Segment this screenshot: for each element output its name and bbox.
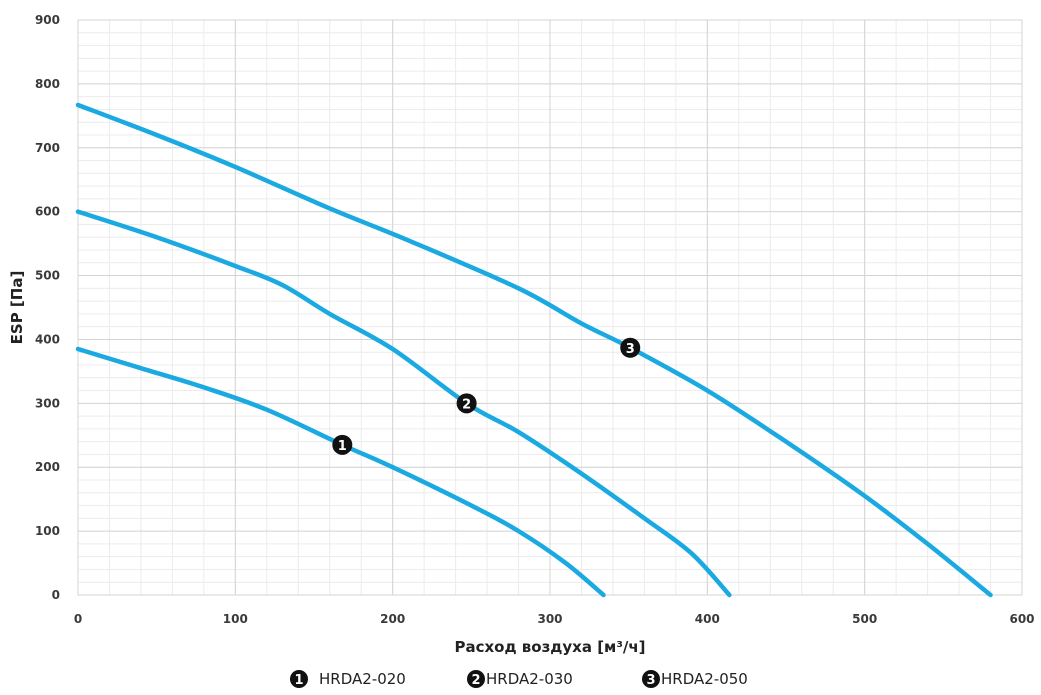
x-tick-label: 100 [223, 612, 248, 626]
y-tick-label: 800 [35, 77, 60, 91]
y-axis-title: ESP [Па] [8, 271, 26, 345]
plot-area-border [77, 19, 1023, 596]
marker-circle-2 [456, 393, 477, 414]
legend-label-2: HRDA2-030 [486, 670, 573, 688]
x-tick-label: 400 [695, 612, 720, 626]
series-line-HRDA2-020 [75, 346, 606, 598]
x-tick-label: 200 [380, 612, 405, 626]
y-tick-label: 400 [35, 332, 60, 346]
grid-major [77, 19, 1023, 596]
legend-marker-number-1: 1 [294, 673, 303, 688]
y-tick-label: 900 [35, 13, 60, 27]
y-tick-label: 300 [35, 396, 60, 410]
marker-number-2: 2 [462, 397, 471, 412]
legend-marker-2 [467, 670, 485, 688]
legend: 1 HRDA2-020 2 HRDA2-030 3 HRDA2-050 [290, 670, 748, 688]
y-tick-label: 200 [35, 460, 60, 474]
series-line-HRDA2-050 [75, 102, 993, 598]
y-tick-label: 600 [35, 205, 60, 219]
legend-marker-1 [290, 670, 308, 688]
y-tick-label: 700 [35, 141, 60, 155]
marker-number-1: 1 [338, 439, 347, 454]
x-tick-label: 300 [537, 612, 562, 626]
y-tick-labels: 0 100 200 300 400 500 600 700 800 900 [35, 13, 60, 602]
legend-marker-3 [642, 670, 660, 688]
series-lines [75, 102, 993, 598]
marker-circle-1 [332, 434, 353, 455]
marker-number-3: 3 [626, 342, 635, 357]
x-tick-label: 500 [852, 612, 877, 626]
legend-marker-number-2: 2 [471, 673, 480, 688]
legend-marker-number-3: 3 [646, 673, 655, 688]
x-axis-title: Расход воздуха [м³/ч] [454, 638, 645, 656]
y-tick-label: 100 [35, 524, 60, 538]
series-line-HRDA2-030 [75, 209, 732, 598]
marker-circle-3 [620, 337, 641, 358]
legend-label-1: HRDA2-020 [319, 670, 406, 688]
x-tick-label: 600 [1009, 612, 1034, 626]
series-markers: 1 2 3 [332, 337, 641, 455]
legend-label-3: HRDA2-050 [661, 670, 748, 688]
x-tick-labels: 0 100 200 300 400 500 600 [74, 612, 1035, 626]
y-tick-label: 500 [35, 269, 60, 283]
x-tick-label: 0 [74, 612, 82, 626]
y-tick-label: 0 [52, 588, 60, 602]
